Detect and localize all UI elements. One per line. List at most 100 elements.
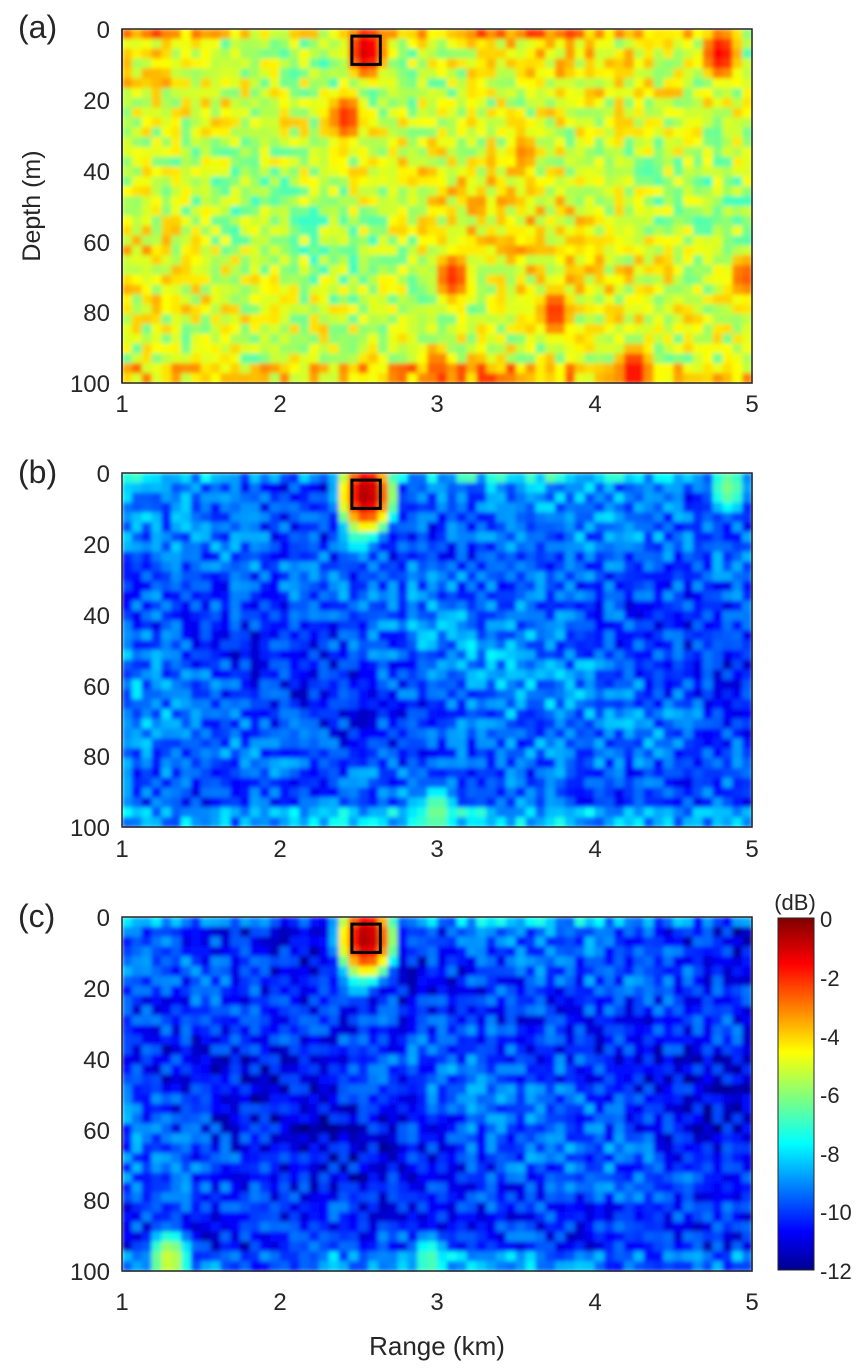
heatmap-cell xyxy=(564,699,576,710)
heatmap-cell xyxy=(368,709,379,720)
heatmap-cell xyxy=(249,522,261,533)
heatmap-cell xyxy=(338,166,349,178)
heatmap-cell xyxy=(151,551,162,563)
heatmap-cell xyxy=(417,709,428,720)
heatmap-cell xyxy=(368,620,379,631)
heatmap-cell xyxy=(318,492,330,504)
heatmap-cell xyxy=(318,738,330,749)
heatmap-cell xyxy=(692,196,704,207)
heatmap-cell xyxy=(437,58,448,69)
heatmap-cell xyxy=(387,659,399,671)
heatmap-cell xyxy=(328,817,340,828)
heatmap-cell xyxy=(328,917,340,928)
heatmap-cell xyxy=(190,176,202,187)
heatmap-cell xyxy=(407,738,418,749)
heatmap-cell xyxy=(269,669,281,681)
heatmap-cell xyxy=(663,522,674,533)
heatmap-cell xyxy=(624,473,635,484)
heatmap-cell xyxy=(259,659,271,671)
heatmap-cell xyxy=(624,699,635,710)
heatmap-cell xyxy=(614,917,625,928)
heatmap-cell xyxy=(318,324,330,335)
heatmap-cell xyxy=(505,29,517,40)
heatmap-cell xyxy=(368,255,379,266)
heatmap-cell xyxy=(466,522,477,533)
heatmap-cell xyxy=(624,512,635,523)
heatmap-cell xyxy=(633,502,645,513)
heatmap-cell xyxy=(377,926,389,938)
heatmap-cell xyxy=(220,343,231,355)
heatmap-cell xyxy=(673,768,684,779)
heatmap-cell xyxy=(427,699,438,710)
heatmap-cell xyxy=(604,659,615,671)
heatmap-cell xyxy=(122,738,133,749)
heatmap-cell xyxy=(525,797,537,808)
heatmap-cell xyxy=(653,137,664,148)
heatmap-cell xyxy=(328,363,340,374)
heatmap-cell xyxy=(525,314,537,325)
heatmap-cell xyxy=(328,265,340,276)
heatmap-cell xyxy=(122,107,133,119)
heatmap-cell xyxy=(161,699,172,710)
heatmap-cell xyxy=(122,610,133,622)
heatmap-cell xyxy=(368,473,379,484)
heatmap-cell xyxy=(328,186,340,197)
heatmap-cell xyxy=(200,255,212,266)
heatmap-cell xyxy=(427,650,438,661)
heatmap-cell xyxy=(564,936,576,948)
heatmap-cell xyxy=(574,196,586,207)
heatmap-cell xyxy=(279,561,290,572)
heatmap-cell xyxy=(574,255,586,266)
heatmap-cell xyxy=(476,591,487,602)
heatmap-cell xyxy=(446,956,458,967)
heatmap-cell xyxy=(663,245,674,256)
heatmap-cell xyxy=(712,522,724,533)
heatmap-cell xyxy=(338,936,349,948)
heatmap-cell xyxy=(328,522,340,533)
heatmap-cell xyxy=(131,817,143,828)
heatmap-cell xyxy=(210,324,222,335)
heatmap-cell xyxy=(427,640,438,651)
heatmap-cell xyxy=(190,492,202,504)
heatmap-cell xyxy=(141,581,153,592)
heatmap-cell xyxy=(318,225,330,237)
heatmap-cell xyxy=(289,274,300,286)
heatmap-cell xyxy=(564,640,576,651)
heatmap-cell xyxy=(171,284,182,296)
heatmap-cell xyxy=(141,196,153,207)
heatmap-cell xyxy=(594,768,605,779)
heatmap-cell xyxy=(535,591,546,602)
heatmap-cell xyxy=(230,166,241,178)
heatmap-cell xyxy=(200,265,212,276)
heatmap-cell xyxy=(663,304,674,315)
heatmap-cell xyxy=(653,512,664,523)
heatmap-cell xyxy=(633,669,645,681)
heatmap-cell xyxy=(692,127,704,138)
heatmap-cell xyxy=(309,68,320,79)
heatmap-cell xyxy=(377,718,389,730)
heatmap-cell xyxy=(722,304,733,315)
heatmap-cell xyxy=(309,324,320,335)
heatmap-cell xyxy=(712,610,724,622)
heatmap-cell xyxy=(555,137,566,148)
heatmap-cell xyxy=(505,225,517,237)
heatmap-cell xyxy=(279,206,290,217)
heatmap-cell xyxy=(358,522,369,533)
heatmap-cell xyxy=(505,333,517,345)
heatmap-cell xyxy=(564,650,576,661)
heatmap-cell xyxy=(515,68,527,79)
heatmap-cell xyxy=(683,718,694,730)
heatmap-cell xyxy=(653,284,664,296)
heatmap-cell xyxy=(240,817,251,828)
heatmap-cell xyxy=(289,669,300,681)
heatmap-cell xyxy=(496,196,507,207)
heatmap-cell xyxy=(633,156,645,168)
heatmap-cell xyxy=(564,38,576,50)
heatmap-cell xyxy=(525,777,537,789)
heatmap-cell xyxy=(407,265,418,276)
heatmap-cell xyxy=(210,265,222,276)
heatmap-cell xyxy=(181,522,192,533)
heatmap-cell xyxy=(692,176,704,187)
heatmap-cell xyxy=(259,610,271,622)
heatmap-cell xyxy=(545,225,556,237)
